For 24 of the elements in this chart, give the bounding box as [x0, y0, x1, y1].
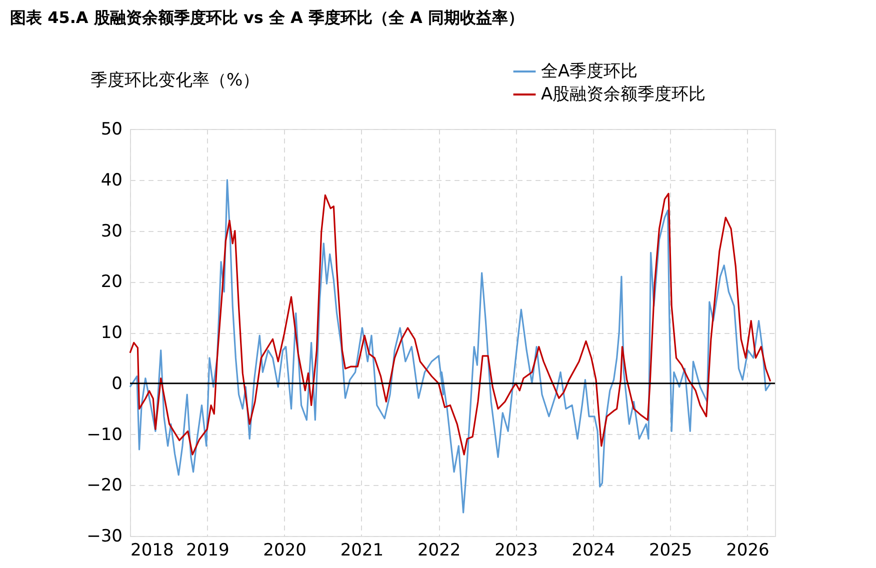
- y-tick-label: 20: [100, 272, 122, 292]
- y-tick-label: 0: [112, 374, 122, 394]
- x-tick-label: 2024: [572, 540, 616, 560]
- y-tick-label: 50: [100, 120, 122, 140]
- x-tick-label: 2026: [726, 540, 770, 560]
- y-tick-label: −20: [86, 476, 122, 496]
- x-tick-label: 2018: [130, 540, 174, 560]
- x-tick-label: 2025: [648, 540, 692, 560]
- x-tick-label: 2023: [494, 540, 538, 560]
- line-series: [129, 192, 772, 456]
- x-tick-label: 2022: [417, 540, 461, 560]
- y-tick-label: −10: [86, 424, 122, 445]
- y-tick-label: 10: [100, 323, 122, 343]
- y-tick-label: −30: [86, 526, 122, 546]
- x-tick-label: 2019: [186, 540, 230, 560]
- y-tick-label: 40: [100, 170, 122, 190]
- y-axis-title: 季度环比变化率（%）: [90, 70, 260, 90]
- y-tick-label: 30: [100, 221, 122, 242]
- chart-title: 图表 45.A 股融资余额季度环比 vs 全 A 季度环比（全 A 同期收益率）: [10, 8, 524, 27]
- x-tick-label: 2020: [263, 540, 306, 560]
- x-tick-label: 2021: [340, 540, 384, 560]
- legend-label: 全A季度环比: [541, 62, 638, 82]
- legend-label: A股融资余额季度环比: [541, 84, 706, 104]
- line-series: [129, 179, 772, 514]
